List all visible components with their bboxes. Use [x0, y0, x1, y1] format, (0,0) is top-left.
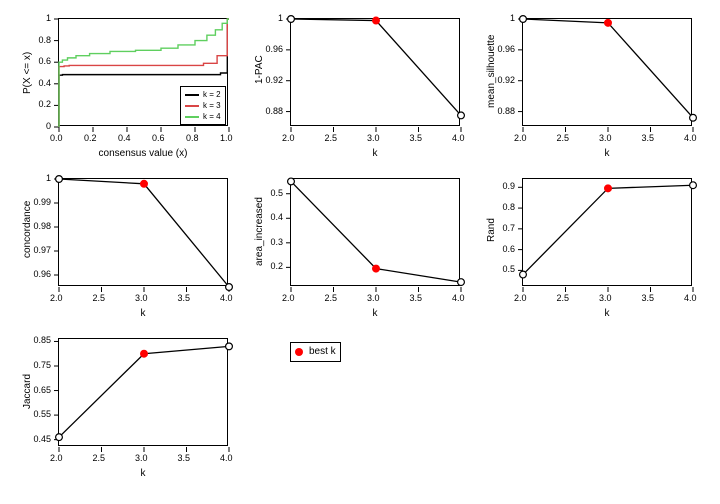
x-tick-label: 4.0	[452, 293, 465, 303]
y-tick-label: 0	[46, 121, 51, 131]
axis-x-label: k	[522, 308, 692, 319]
y-tick-label: 0.88	[265, 106, 283, 116]
y-tick-label: 0.98	[33, 221, 51, 231]
chart-grid: P(X <= x) consensus value (x) 0.0 0.2 0.4 0.6…	[0, 0, 720, 504]
x-tick-label: 2.0	[514, 133, 527, 143]
panel-bestk-legend: best k	[242, 326, 474, 486]
axis-x-label: k	[58, 468, 228, 479]
x-tick-label: 2.5	[93, 453, 106, 463]
panel-rand: Rand k 2.0 2.5 3.0 3.5 4.0 0.5 0.6 0.7 0.8 0.9	[474, 166, 706, 326]
axis-y-label: area_increased	[254, 197, 265, 266]
y-tick-label: 0.96	[497, 44, 515, 54]
y-tick-label: 0.45	[33, 434, 51, 444]
panel-one_minus_pac: 1-PAC k 2.0 2.5 3.0 3.5 4.0 0.88 0.92 0.96 1	[242, 6, 474, 166]
y-tick-label: 0.2	[270, 261, 283, 271]
best-k-dot-icon	[295, 348, 303, 356]
y-tick-label: 1	[510, 13, 515, 23]
y-tick-label: 0.92	[497, 75, 515, 85]
y-tick-label: 0.6	[38, 56, 51, 66]
y-tick-label: 1	[278, 13, 283, 23]
y-tick-label: 0.92	[265, 75, 283, 85]
x-tick-label: 4.0	[684, 293, 697, 303]
y-tick-label: 0.97	[33, 245, 51, 255]
x-tick-label: 3.0	[599, 293, 612, 303]
panel-cdf: P(X <= x) consensus value (x) 0.0 0.2 0.4 0.6…	[10, 6, 242, 166]
x-tick-label: 2.5	[93, 293, 106, 303]
x-tick-label: 3.0	[367, 133, 380, 143]
x-tick-label: 4.0	[452, 133, 465, 143]
cdf-legend: k = 2k = 3k = 4	[180, 86, 226, 125]
x-tick-label: 1.0	[220, 133, 233, 143]
y-tick-label: 1	[46, 173, 51, 183]
x-tick-label: 3.5	[178, 453, 191, 463]
x-tick-label: 3.0	[135, 453, 148, 463]
axis-x-label: k	[522, 148, 692, 159]
x-tick-label: 2.0	[282, 293, 295, 303]
panel-area_increased: area_increasedk 2.0 2.5 3.0 3.5 4.0 0.2 0.3 0.4 0…	[242, 166, 474, 326]
x-tick-label: 2.0	[282, 133, 295, 143]
y-tick-label: 0.85	[33, 335, 51, 345]
x-tick-label: 3.5	[642, 293, 655, 303]
y-tick-label: 0.8	[38, 35, 51, 45]
y-tick-label: 0.55	[33, 409, 51, 419]
axis-y-label: P(X <= x)	[22, 51, 33, 93]
x-tick-label: 0.0	[50, 133, 63, 143]
panel-concordance: concordance k 2.0 2.5 3.0 3.5 4.0 0.96 0.97 0.98 0…	[10, 166, 242, 326]
x-tick-label: 2.5	[325, 133, 338, 143]
x-tick-label: 2.0	[514, 293, 527, 303]
x-tick-label: 0.2	[84, 133, 97, 143]
x-tick-label: 3.0	[367, 293, 380, 303]
y-tick-label: 0.5	[270, 188, 283, 198]
axis-y-label: Rand	[486, 218, 497, 242]
axis-y-label: mean_silhouette	[486, 35, 497, 108]
axis-y-label: 1-PAC	[254, 55, 265, 84]
panel-jaccard: Jaccard k 2.0 2.5 3.0 3.5 4.0 0.45 0.55 0.65 0.75 0…	[10, 326, 242, 486]
y-tick-label: 0.6	[502, 244, 515, 254]
y-tick-label: 0.7	[502, 223, 515, 233]
axis-x-label: k	[290, 308, 460, 319]
x-tick-label: 2.0	[50, 453, 63, 463]
y-tick-label: 0.4	[270, 212, 283, 222]
y-tick-label: 0.96	[33, 269, 51, 279]
x-tick-label: 0.8	[186, 133, 199, 143]
x-tick-label: 0.6	[152, 133, 165, 143]
y-tick-label: 0.2	[38, 99, 51, 109]
y-tick-label: 0.5	[502, 264, 515, 274]
y-tick-label: 0.75	[33, 360, 51, 370]
y-tick-label: 0.4	[38, 78, 51, 88]
y-tick-label: 0.3	[270, 237, 283, 247]
best-k-legend: best k	[290, 342, 341, 362]
x-tick-label: 4.0	[684, 133, 697, 143]
best-k-label: best k	[309, 345, 336, 359]
y-tick-label: 0.65	[33, 385, 51, 395]
x-tick-label: 4.0	[220, 453, 233, 463]
y-tick-label: 0.99	[33, 197, 51, 207]
x-tick-label: 2.0	[50, 293, 63, 303]
x-tick-label: 3.5	[410, 133, 423, 143]
y-tick-label: 0.8	[502, 202, 515, 212]
x-tick-label: 2.5	[557, 133, 570, 143]
axis-x-label: consensus value (x)	[58, 148, 228, 159]
axis-x-label: k	[290, 148, 460, 159]
y-tick-label: 0.96	[265, 44, 283, 54]
panel-mean_silhouette: mean_silhouettek 2.0 2.5 3.0 3.5 4.0 0.88 0.92 0…	[474, 6, 706, 166]
x-tick-label: 3.5	[178, 293, 191, 303]
axis-y-label: Jaccard	[22, 374, 33, 409]
axis-y-label: concordance	[22, 201, 33, 258]
y-tick-label: 1	[46, 13, 51, 23]
x-tick-label: 3.5	[410, 293, 423, 303]
x-tick-label: 2.5	[325, 293, 338, 303]
axis-x-label: k	[58, 308, 228, 319]
x-tick-label: 3.0	[599, 133, 612, 143]
y-tick-label: 0.88	[497, 106, 515, 116]
x-tick-label: 3.5	[642, 133, 655, 143]
x-tick-label: 3.0	[135, 293, 148, 303]
y-tick-label: 0.9	[502, 181, 515, 191]
x-tick-label: 4.0	[220, 293, 233, 303]
x-tick-label: 2.5	[557, 293, 570, 303]
x-tick-label: 0.4	[118, 133, 131, 143]
